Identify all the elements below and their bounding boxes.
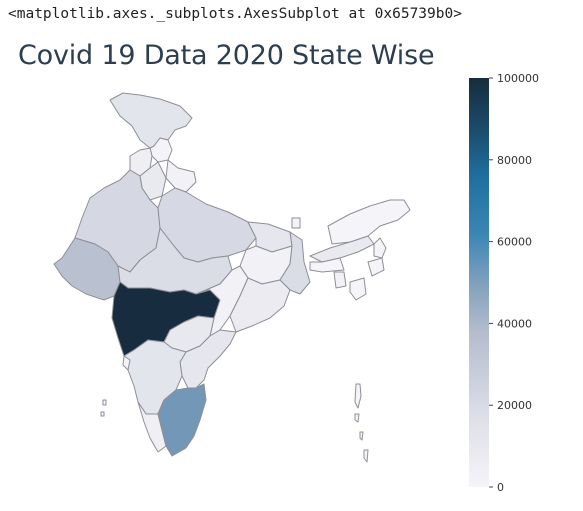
state-andaman-and-nicobar-islands <box>354 383 369 463</box>
state-nagaland <box>373 237 387 259</box>
state-meghalaya <box>309 257 345 273</box>
state-goa <box>122 355 131 371</box>
colorbar-tick-label: 60000 <box>497 236 532 249</box>
state-jammu-and-kashmir <box>109 92 193 149</box>
map-title: Covid 19 Data 2020 State Wise <box>18 40 435 71</box>
state-uttarakhand <box>165 159 197 193</box>
state-himachal-pradesh <box>149 137 173 163</box>
state-tripura <box>333 271 347 289</box>
state-arunachal-pradesh <box>327 199 411 245</box>
colorbar-tick-label: 100000 <box>497 72 539 85</box>
state-lakshadweep <box>100 399 107 417</box>
state-mizoram <box>349 277 367 301</box>
state-tamil-nadu <box>157 383 207 457</box>
colorbar-tick-label: 40000 <box>497 317 532 330</box>
colorbar-tick-label: 80000 <box>497 154 532 167</box>
state-west-bengal <box>279 231 311 295</box>
colorbar-gradient <box>469 78 489 487</box>
states-layer <box>53 92 411 463</box>
colorbar-tick-label: 0 <box>497 481 504 494</box>
state-sikkim <box>291 217 301 229</box>
colorbar-tick-label: 20000 <box>497 399 532 412</box>
colorbar-ticks: 0 20000 40000 60000 80000 100000 <box>489 72 539 494</box>
state-karnataka <box>123 339 187 415</box>
colorbar: 0 20000 40000 60000 80000 100000 <box>469 72 539 494</box>
state-manipur <box>367 257 385 277</box>
state-odisha <box>229 277 291 333</box>
output-repr-text: <matplotlib.axes._subplots.AxesSubplot a… <box>8 6 462 22</box>
